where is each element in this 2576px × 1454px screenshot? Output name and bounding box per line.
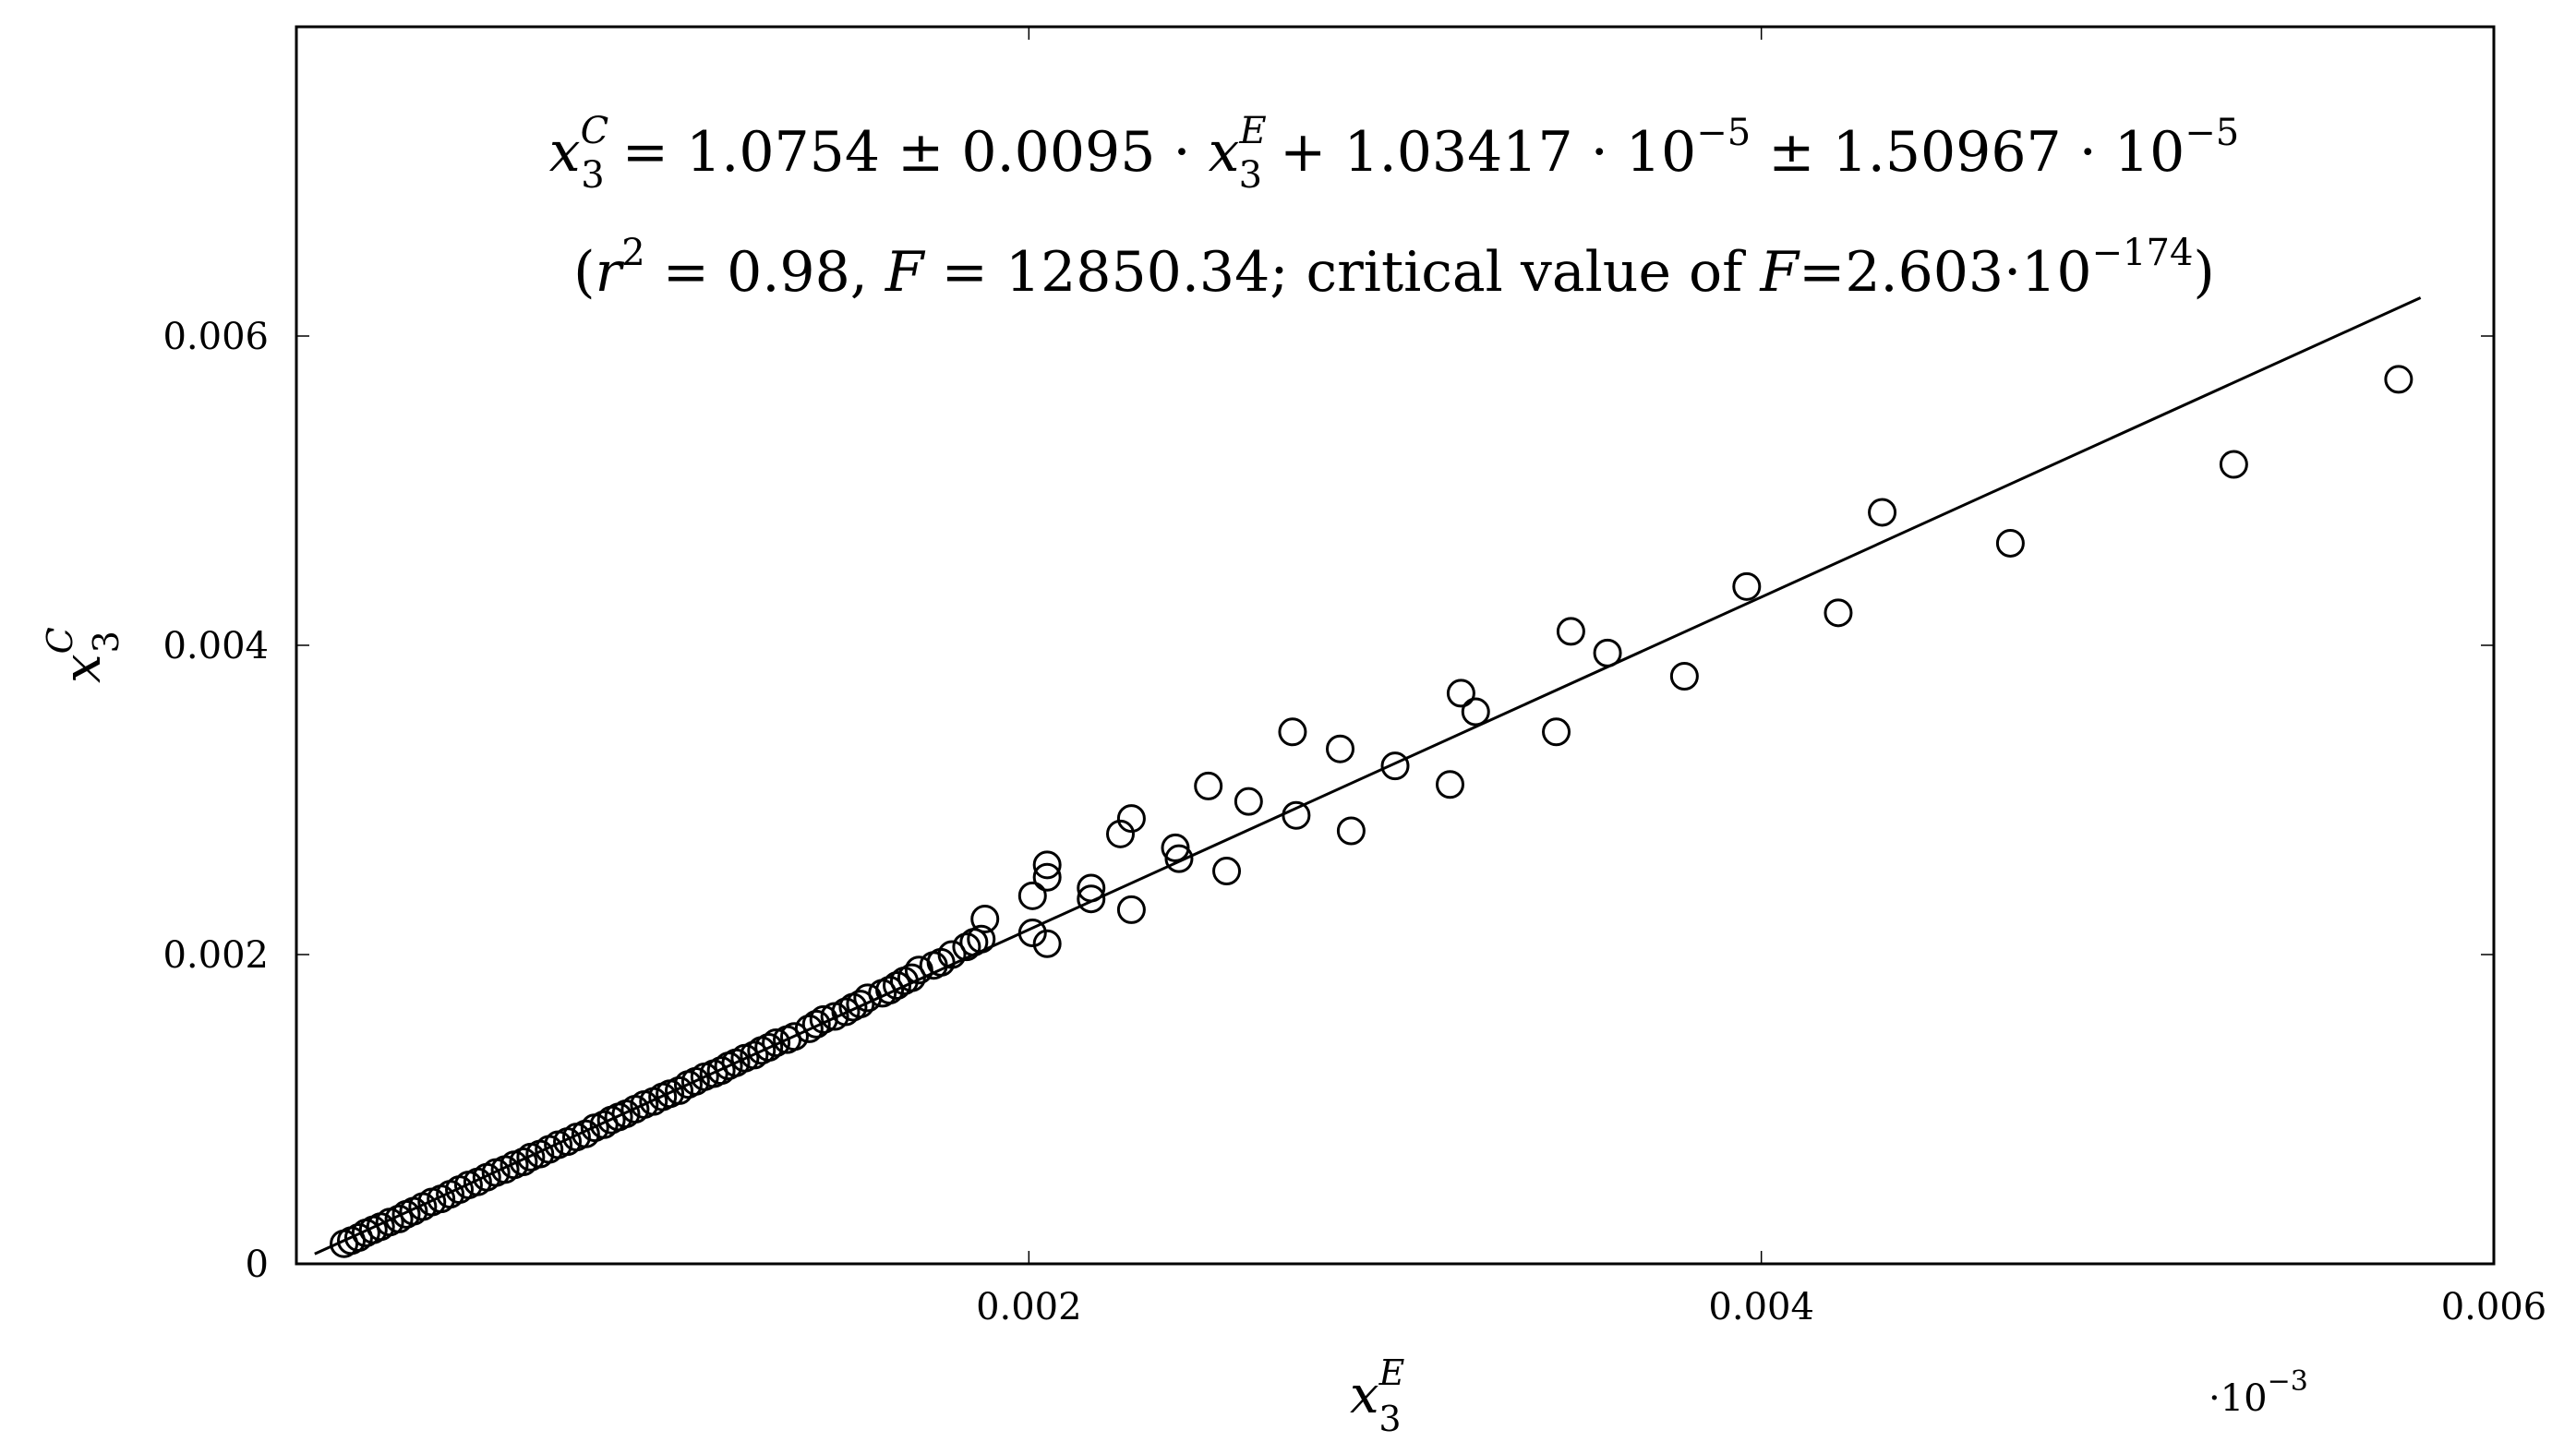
data-point [831, 997, 861, 1027]
data-point [970, 904, 1000, 933]
x-scale-exp: −3 [2268, 1365, 2308, 1398]
x-axis-label: xE 3 [1350, 1352, 1405, 1439]
data-point [952, 932, 981, 962]
tick-labels: 0.002 0.004 0.006 0 0.002 0.004 0.006 [163, 316, 2546, 1328]
stats-exp: −174 [2092, 232, 2194, 274]
data-point [875, 976, 905, 1005]
x-scale-note: ·10−3 [2209, 1365, 2308, 1420]
data-point [1032, 862, 1062, 892]
eq-lhs: x [549, 120, 581, 185]
y-axis-label: xC 3 [40, 627, 126, 683]
data-point [706, 1056, 736, 1086]
data-point [2384, 365, 2413, 394]
data-point [1278, 717, 1307, 747]
eq-text1: = 1.0754 ± 0.0095 · [605, 120, 1209, 185]
data-point [1732, 571, 1762, 601]
stats-close: ) [2193, 240, 2214, 305]
eq-exp1: −5 [1696, 112, 1751, 154]
data-point [1032, 929, 1062, 958]
stats-r: r [596, 240, 625, 305]
eq-var: x [1209, 120, 1240, 185]
x-scale-base: ·10 [2209, 1377, 2268, 1420]
eq-var-sub: 3 [1239, 154, 1262, 197]
data-point [1106, 819, 1135, 848]
stats-f2-text: =2.603·10 [1799, 240, 2091, 305]
data-point [1461, 697, 1490, 727]
axis-ticks [296, 27, 2495, 1265]
data-point [762, 1027, 791, 1057]
eq-exp2: −5 [2185, 112, 2239, 154]
data-point [1212, 857, 1242, 886]
data-point [1436, 770, 1464, 799]
y-axis-label-sub: 3 [86, 631, 126, 653]
data-point [1995, 528, 2025, 558]
data-point [937, 940, 967, 969]
data-point [1282, 800, 1311, 830]
eq-text3: ± 1.50967 · 10 [1751, 120, 2185, 185]
x-axis-label-main: x [1350, 1365, 1379, 1425]
x-tick-label: 0.006 [2441, 1286, 2547, 1328]
data-points [330, 365, 2413, 1258]
data-point [1556, 617, 1585, 646]
eq-lhs-sub: 3 [581, 154, 604, 197]
data-point [509, 1147, 538, 1176]
data-point [1032, 850, 1062, 880]
data-point [665, 1075, 694, 1105]
data-point [1116, 895, 1146, 924]
data-point [801, 1009, 831, 1039]
x-axis-label-sup: E [1378, 1352, 1405, 1393]
x-tick-label: 0.002 [976, 1286, 1082, 1328]
data-point [1164, 844, 1194, 873]
x-axis-label-sub: 3 [1378, 1399, 1401, 1439]
data-point [883, 971, 912, 1000]
data-point [1017, 881, 1047, 910]
data-point [779, 1022, 809, 1051]
data-point [740, 1040, 769, 1070]
fit-equation: xC 3 = 1.0754 ± 0.0095 · xE 3 + 1.03417 · … [549, 110, 2240, 197]
data-point [1446, 679, 1475, 708]
fit-line [314, 296, 2422, 1256]
data-point [1380, 751, 1410, 781]
stats-f: F [885, 240, 926, 305]
stats-f-text: = 12850.34; critical value of [924, 240, 1761, 305]
plot-frame [295, 25, 2496, 1266]
fit-stats: (r2 = 0.98, F = 12850.34; critical value… [573, 232, 2215, 305]
stats-r-text: = 0.98, [645, 240, 885, 305]
data-point [1824, 598, 1853, 628]
y-tick-label: 0 [246, 1244, 269, 1286]
data-point [1116, 804, 1146, 834]
eq-lhs-sup: C [581, 110, 609, 152]
y-axis-label-sup: C [40, 627, 80, 654]
stats-r-sup: 2 [621, 232, 644, 274]
stats-open: ( [573, 240, 595, 305]
data-point [794, 1014, 824, 1043]
eq-text2: + 1.03417 · 10 [1262, 120, 1696, 185]
y-axis-label-main: x [53, 654, 113, 683]
data-point [1542, 717, 1571, 747]
data-point [571, 1119, 600, 1148]
data-point [1669, 662, 1699, 691]
eq-var-sup: E [1238, 110, 1266, 152]
data-point [384, 1204, 414, 1233]
y-tick-label: 0.006 [163, 316, 269, 358]
data-point [1194, 771, 1223, 800]
data-point [1326, 734, 1354, 763]
y-tick-label: 0.004 [163, 625, 269, 667]
x-tick-label: 0.004 [1708, 1286, 1814, 1328]
data-point [1336, 816, 1366, 846]
data-point [2219, 450, 2248, 479]
stats-f2: F [1759, 240, 1800, 305]
y-tick-label: 0.002 [163, 934, 269, 977]
data-point [1234, 787, 1263, 816]
data-point [1077, 884, 1106, 914]
data-point [1868, 498, 1897, 527]
data-point [754, 1033, 784, 1062]
